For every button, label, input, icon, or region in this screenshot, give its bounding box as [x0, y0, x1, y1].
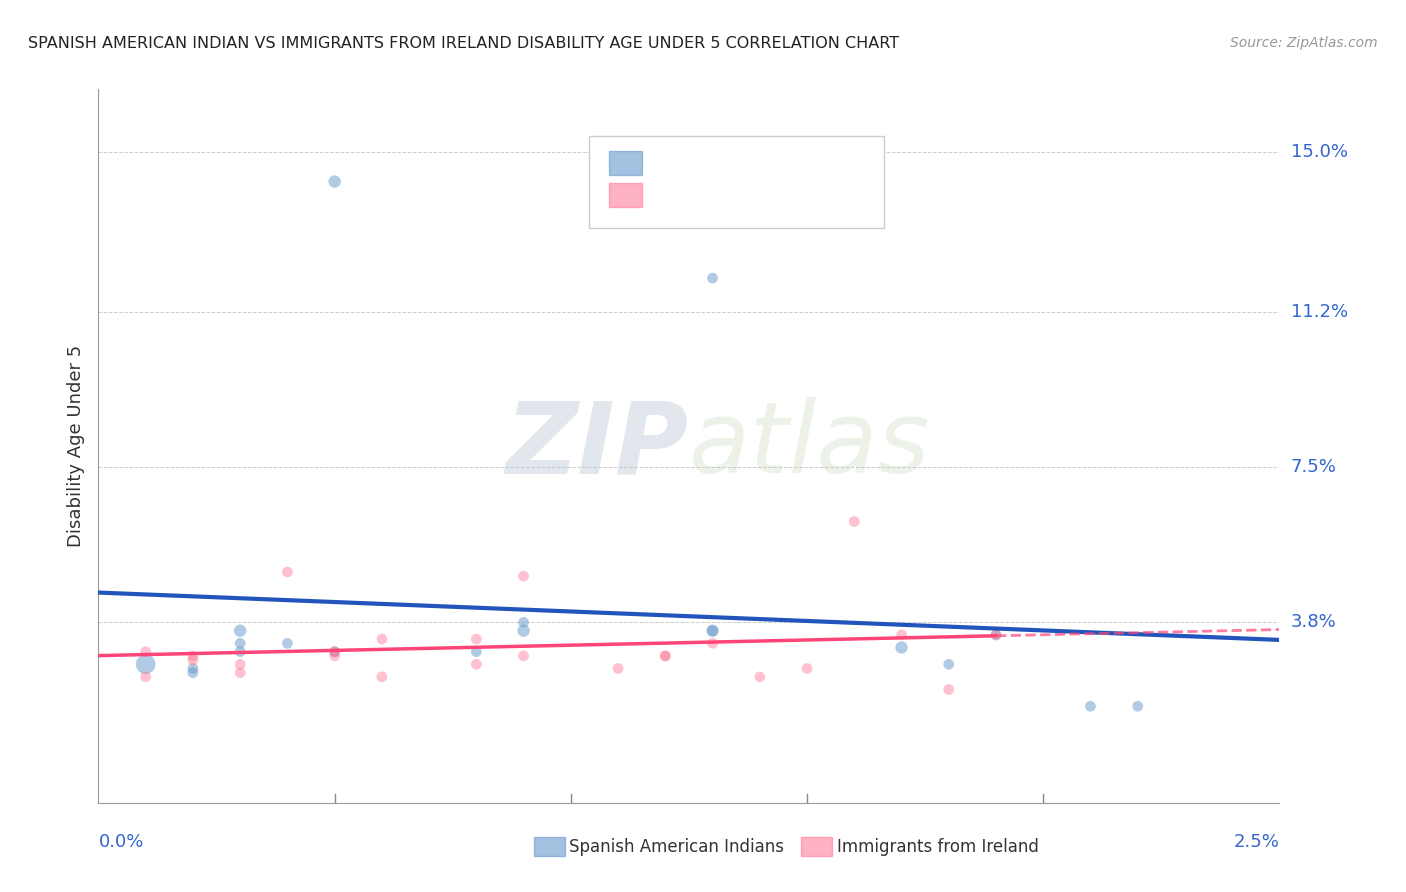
- Point: [984, 628, 1007, 642]
- Point: [323, 645, 346, 659]
- FancyBboxPatch shape: [589, 136, 884, 228]
- Text: 15.0%: 15.0%: [1291, 143, 1347, 161]
- Y-axis label: Disability Age Under 5: Disability Age Under 5: [66, 345, 84, 547]
- Point: [890, 628, 912, 642]
- Point: [229, 636, 252, 650]
- Text: atlas: atlas: [689, 398, 931, 494]
- Point: [465, 645, 488, 659]
- Point: [702, 624, 724, 638]
- Text: ZIP: ZIP: [506, 398, 689, 494]
- Point: [323, 175, 346, 189]
- Point: [512, 648, 534, 663]
- Text: SPANISH AMERICAN INDIAN VS IMMIGRANTS FROM IRELAND DISABILITY AGE UNDER 5 CORREL: SPANISH AMERICAN INDIAN VS IMMIGRANTS FR…: [28, 36, 900, 51]
- Point: [323, 648, 346, 663]
- Point: [654, 648, 676, 663]
- Point: [702, 624, 724, 638]
- Point: [702, 636, 724, 650]
- Point: [1126, 699, 1149, 714]
- Point: [890, 640, 912, 655]
- Point: [465, 657, 488, 672]
- Point: [844, 515, 866, 529]
- Text: 11.2%: 11.2%: [1291, 302, 1348, 321]
- Text: 7.5%: 7.5%: [1291, 458, 1337, 476]
- Point: [748, 670, 770, 684]
- Point: [135, 645, 157, 659]
- Bar: [609, 151, 641, 175]
- Point: [181, 648, 204, 663]
- Text: R = 0.255    N = 16: R = 0.255 N = 16: [655, 153, 818, 171]
- Point: [181, 661, 204, 675]
- Text: 3.8%: 3.8%: [1291, 614, 1336, 632]
- Bar: [609, 183, 641, 207]
- Text: Immigrants from Ireland: Immigrants from Ireland: [837, 838, 1039, 855]
- Point: [465, 632, 488, 646]
- Point: [654, 648, 676, 663]
- Point: [371, 632, 394, 646]
- Point: [796, 661, 818, 675]
- Point: [135, 657, 157, 672]
- Point: [181, 665, 204, 680]
- Point: [276, 565, 298, 579]
- Point: [702, 271, 724, 285]
- Text: 0.0%: 0.0%: [98, 833, 143, 851]
- Point: [1080, 699, 1102, 714]
- Point: [135, 670, 157, 684]
- Point: [276, 636, 298, 650]
- Point: [938, 657, 960, 672]
- Text: Spanish American Indians: Spanish American Indians: [569, 838, 785, 855]
- Text: 2.5%: 2.5%: [1233, 833, 1279, 851]
- Point: [323, 645, 346, 659]
- Point: [229, 624, 252, 638]
- Point: [181, 653, 204, 667]
- Text: R = 0.285    N = 25: R = 0.285 N = 25: [655, 186, 818, 203]
- Point: [512, 615, 534, 630]
- Point: [371, 670, 394, 684]
- Point: [512, 569, 534, 583]
- Point: [229, 645, 252, 659]
- Text: Source: ZipAtlas.com: Source: ZipAtlas.com: [1230, 36, 1378, 50]
- Point: [984, 628, 1007, 642]
- Point: [229, 657, 252, 672]
- Point: [938, 682, 960, 697]
- Point: [607, 661, 630, 675]
- Point: [512, 624, 534, 638]
- Point: [229, 665, 252, 680]
